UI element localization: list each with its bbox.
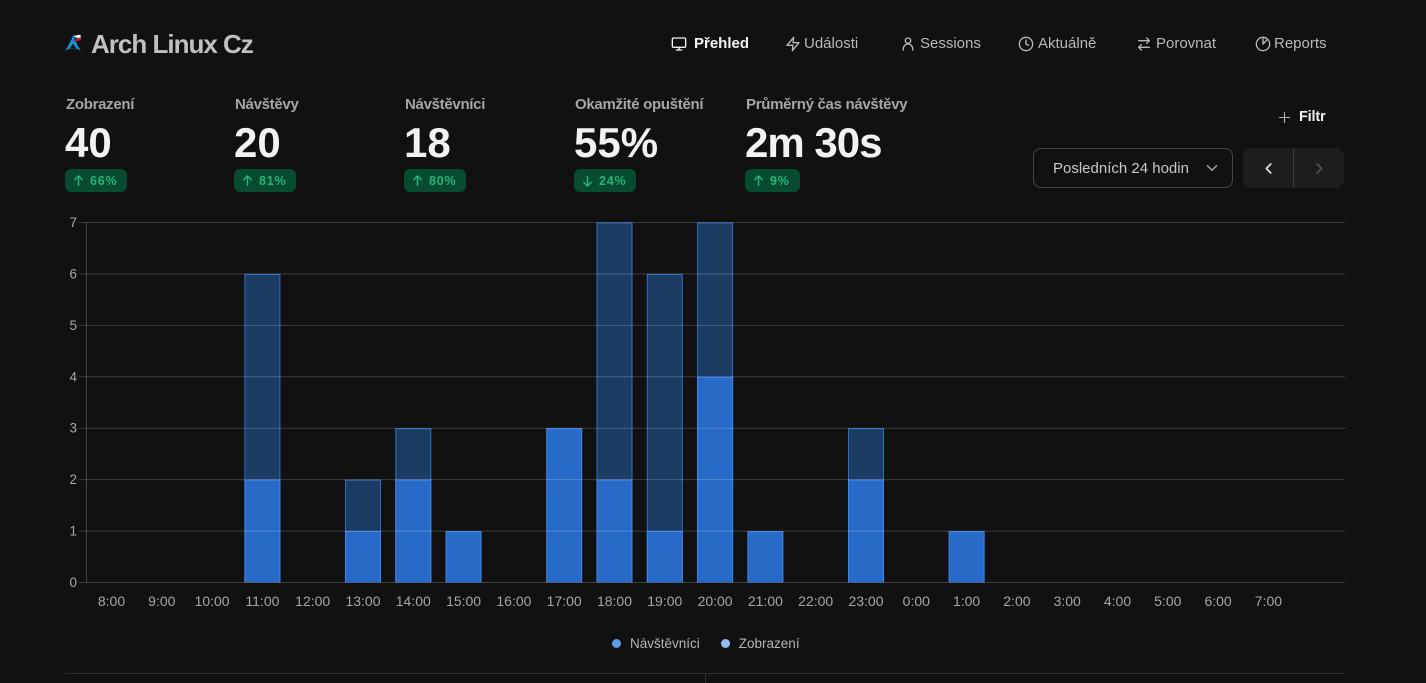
svg-text:8:00: 8:00 bbox=[98, 593, 125, 609]
svg-text:6:00: 6:00 bbox=[1204, 593, 1231, 609]
svg-text:18:00: 18:00 bbox=[597, 593, 632, 609]
svg-text:7:00: 7:00 bbox=[1255, 593, 1282, 609]
svg-text:15:00: 15:00 bbox=[446, 593, 481, 609]
svg-text:5: 5 bbox=[69, 318, 77, 333]
svg-text:9:00: 9:00 bbox=[148, 593, 175, 609]
svg-text:4:00: 4:00 bbox=[1104, 593, 1131, 609]
svg-text:2: 2 bbox=[69, 472, 77, 487]
svg-text:12:00: 12:00 bbox=[295, 593, 330, 609]
svg-text:3: 3 bbox=[69, 421, 77, 436]
svg-text:4: 4 bbox=[69, 369, 77, 384]
svg-text:1:00: 1:00 bbox=[953, 593, 980, 609]
svg-text:19:00: 19:00 bbox=[647, 593, 682, 609]
svg-text:5:00: 5:00 bbox=[1154, 593, 1181, 609]
svg-text:21:00: 21:00 bbox=[748, 593, 783, 609]
svg-text:14:00: 14:00 bbox=[396, 593, 431, 609]
svg-text:23:00: 23:00 bbox=[848, 593, 883, 609]
svg-text:1: 1 bbox=[69, 524, 77, 539]
svg-text:11:00: 11:00 bbox=[245, 593, 279, 609]
svg-text:22:00: 22:00 bbox=[798, 593, 833, 609]
svg-text:0: 0 bbox=[69, 575, 77, 590]
svg-text:7: 7 bbox=[69, 215, 77, 230]
svg-text:10:00: 10:00 bbox=[195, 593, 230, 609]
svg-text:6: 6 bbox=[69, 266, 77, 281]
svg-text:0:00: 0:00 bbox=[903, 593, 930, 609]
svg-text:2:00: 2:00 bbox=[1003, 593, 1030, 609]
svg-text:17:00: 17:00 bbox=[547, 593, 582, 609]
svg-text:16:00: 16:00 bbox=[496, 593, 531, 609]
svg-text:20:00: 20:00 bbox=[698, 593, 733, 609]
svg-text:13:00: 13:00 bbox=[345, 593, 380, 609]
svg-text:3:00: 3:00 bbox=[1054, 593, 1081, 609]
